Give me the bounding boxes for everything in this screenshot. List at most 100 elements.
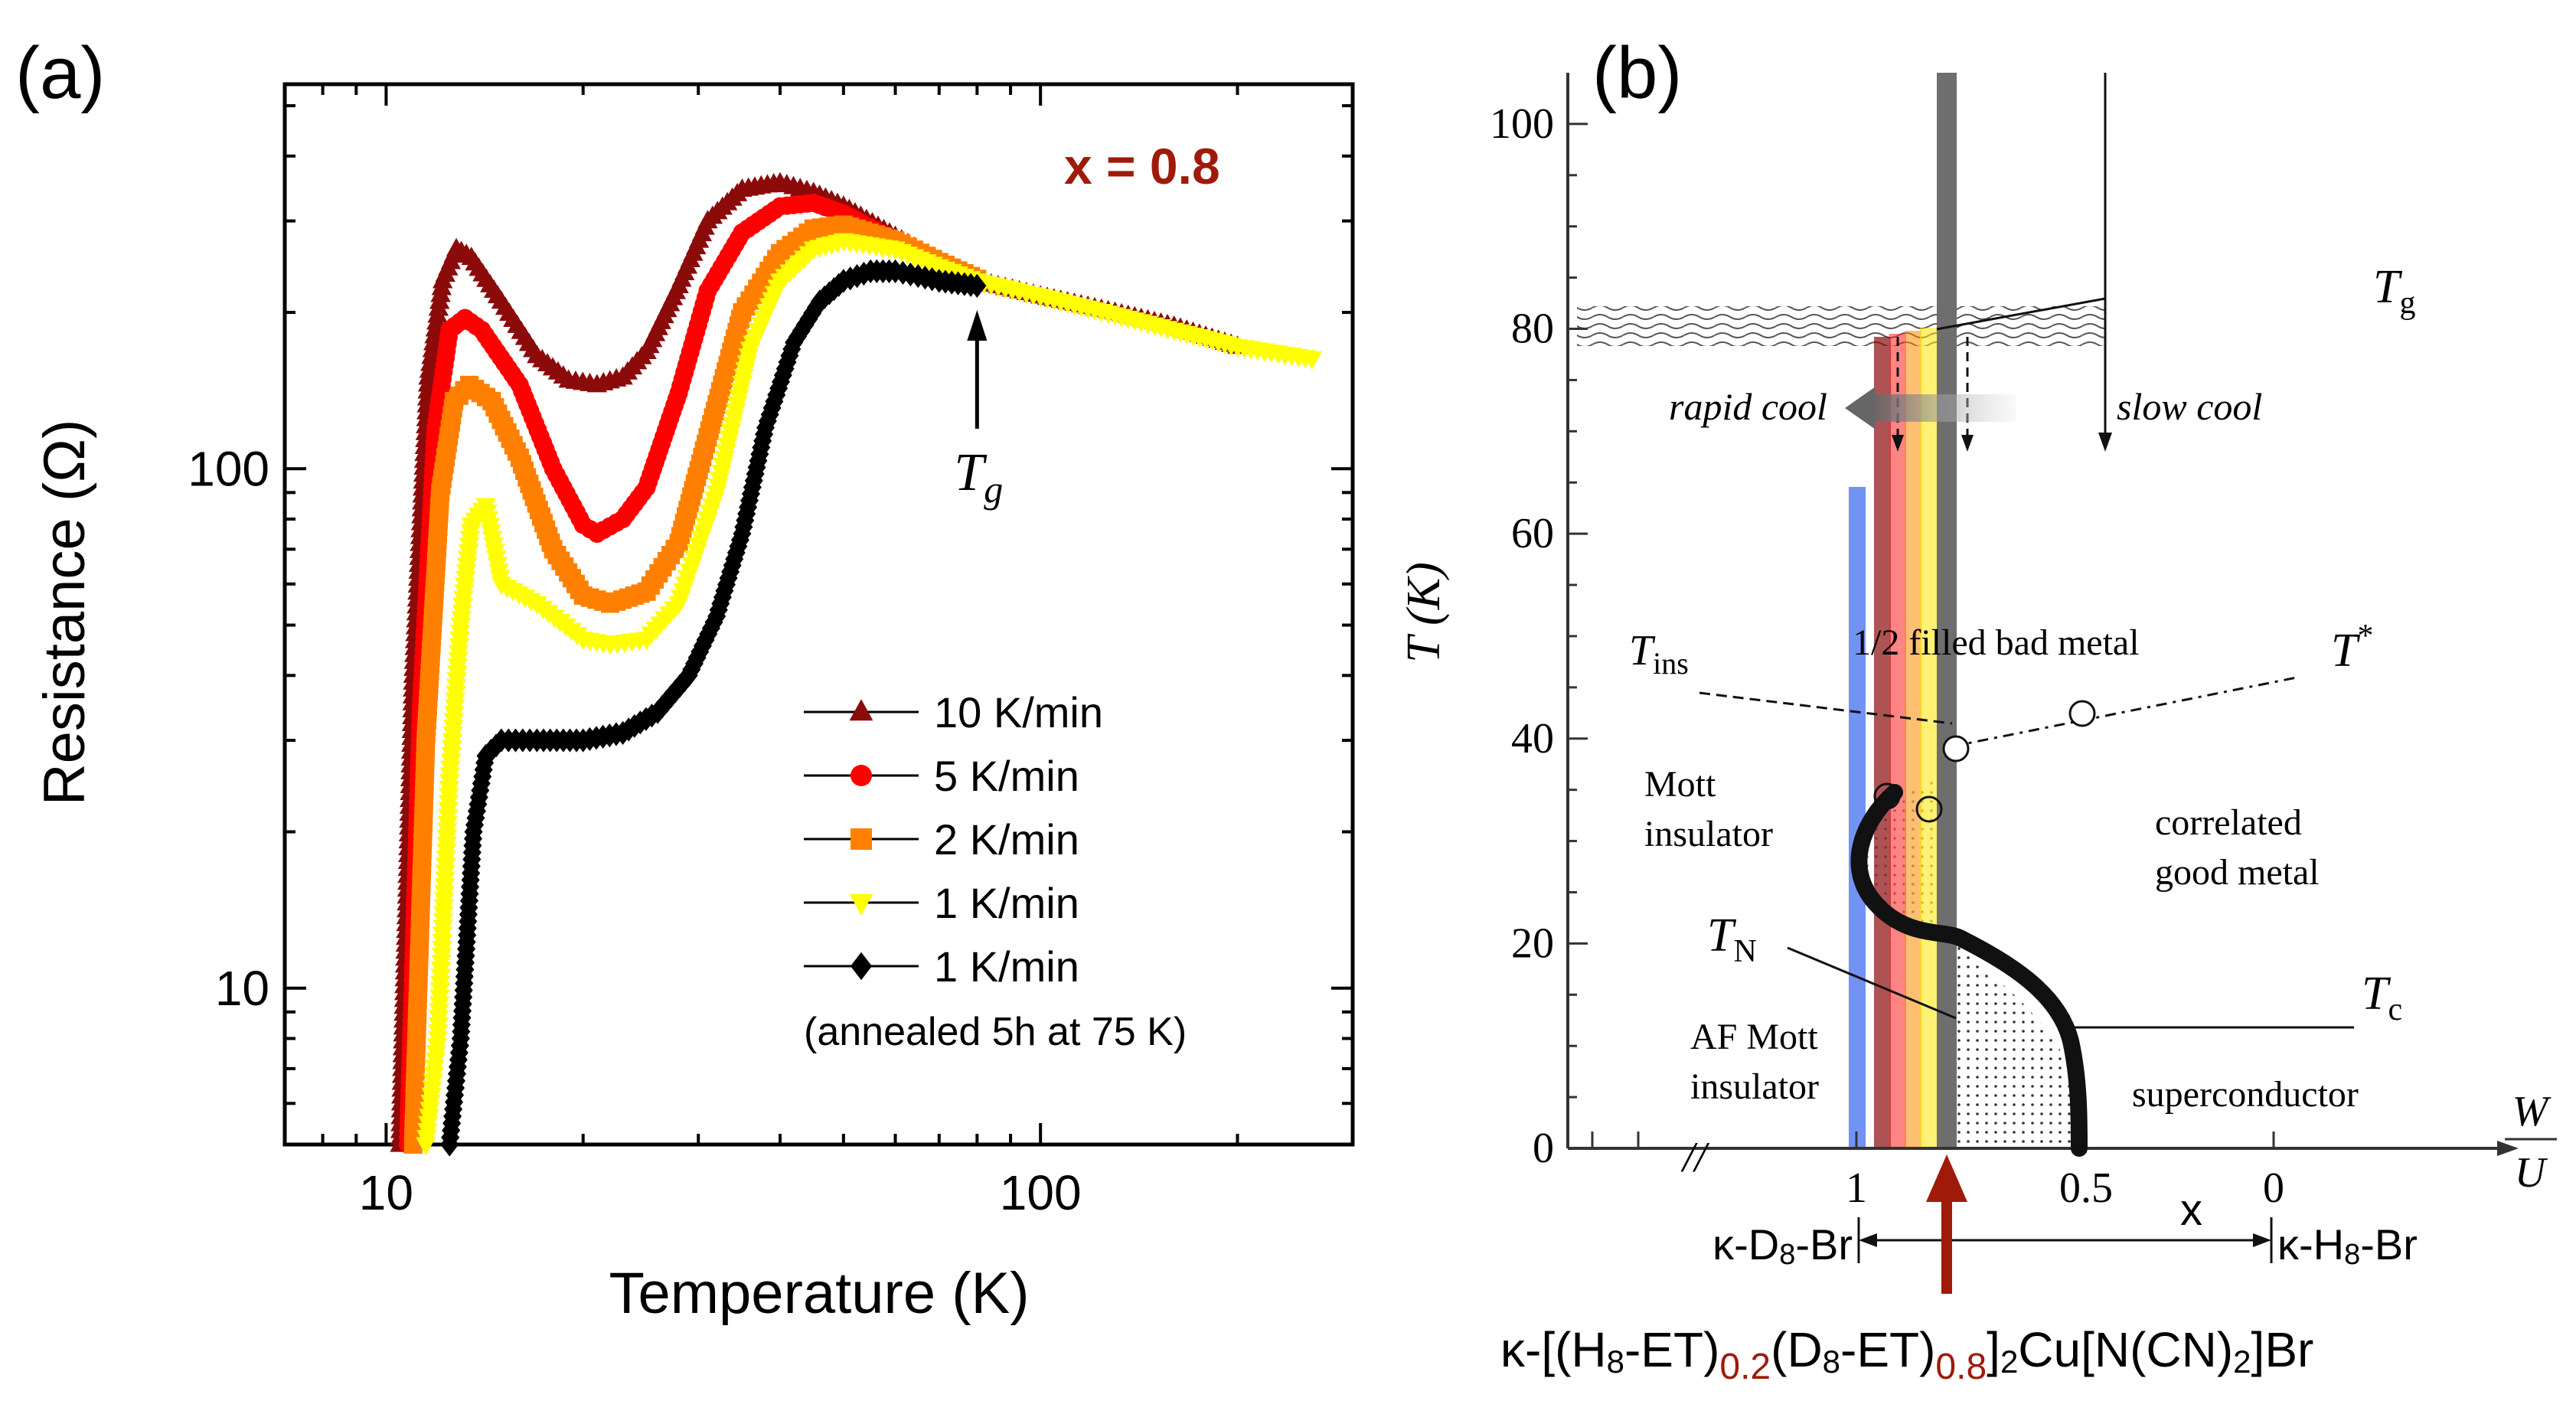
data-point [849,699,873,721]
tc-main: T [2362,968,2392,1020]
composition-arrow-left [1859,1233,1877,1247]
legend-label: 1 K/min [934,879,1079,927]
right-end-label: κ-H8-Br [2277,1220,2418,1271]
rapid-cool-arrow-body [1874,394,2016,422]
x-tick-label-05: 0.5 [2059,1164,2113,1212]
series-line [399,181,1238,1145]
formula-p2: -ET) [1624,1322,1719,1377]
w-over-u-bottom: U [2515,1149,2548,1197]
tstar-main: T [2331,625,2361,677]
left-end-label: κ-D8-Br [1712,1220,1853,1271]
y-tick-label-b: 60 [1511,510,1554,557]
tins-main: T [1629,627,1656,674]
annotation-x-value: x = 0.8 [1064,138,1220,194]
x-tick-label-0: 0 [2263,1164,2284,1212]
tg-arrow-head [967,310,988,341]
tn-sub: N [1733,934,1756,969]
legend-label: 1 K/min [934,942,1079,991]
tg-label: Tg [954,443,1003,511]
series-4 [440,259,987,1157]
y-tick-label-b: 0 [1533,1125,1554,1172]
band-orange [1905,331,1921,1148]
band-dark-red [1874,337,1891,1148]
formula-p4: -ET) [1840,1322,1935,1377]
legend-label: 2 K/min [934,815,1079,864]
x-tick-label-a: 100 [1000,1165,1082,1220]
formula-sub1: 0.2 [1719,1347,1771,1387]
tg-b-sub: g [2399,286,2415,321]
tstar-line [1951,676,2297,748]
y-axis-label-b-text: T (K) [1398,562,1450,663]
y-tick-label-b: 100 [1490,100,1554,148]
legend-a: 10 K/min 5 K/min 2 K/min 1 K/min 1 K/min [804,688,1103,991]
tc-label: Tc [2362,968,2402,1027]
tg-label-sub: g [984,468,1003,511]
tstar-point-1 [1942,735,1970,763]
band-yellow [1920,328,1937,1148]
panel-b-label: (b) [1592,32,1682,114]
formula-p3s: 8 [1823,1344,1840,1380]
mott-boundary-curve [1850,784,2088,1157]
sc-label: superconductor [2132,1074,2359,1115]
w-over-u-top: W [2512,1088,2552,1135]
x-axis-label-a: Temperature (K) [609,1261,1029,1326]
data-point [968,273,987,298]
formula-p6: Cu[N(CN) [2018,1322,2233,1377]
grey-band [1937,73,1957,1148]
rapid-cool-label: rapid cool [1669,385,1827,428]
legend-note: (annealed 5h at 75 K) [804,1010,1187,1054]
tg-band [1577,306,2105,346]
series-3 [416,233,1323,1156]
y-tick-label-b: 40 [1511,715,1554,763]
slow-cool-label: slow cool [2117,385,2262,428]
composition-arrow-right [2253,1233,2271,1247]
formula-sub2: 0.8 [1935,1347,1987,1387]
blue-band [1849,487,1866,1148]
superconductor-region [1956,928,2079,1148]
tg-b-main: T [2373,261,2403,313]
y-tick-label-a: 100 [188,441,269,496]
good-metal-label-1: correlated [2155,802,2302,843]
legend-label: 5 K/min [934,752,1079,800]
formula-p6s: 2 [2233,1344,2251,1380]
tg-label-main: T [954,443,988,502]
tins-line [1699,691,1953,725]
formula-p1s: 8 [1607,1344,1624,1380]
mott-point-2 [1915,795,1943,823]
data-point [1301,351,1323,370]
y-tick-label-b: 80 [1511,305,1554,353]
sample-arrow-head [1926,1154,1967,1202]
y-tick-label-a: 10 [215,961,269,1016]
y-tick-label-b: 20 [1511,919,1554,967]
data-point [851,828,872,850]
series-2 [403,215,987,1154]
plot-a-ticks: 10 100 10 100 [188,84,1354,1220]
mott-label-2: insulator [1644,814,1773,854]
x-axis-label-b: x [2180,1185,2202,1235]
good-metal-label-2: good metal [2155,852,2320,893]
plot-b-yticks: 0 20 40 60 80 100 [1490,100,1588,1172]
plot-a-series [390,171,1323,1157]
tins-sub: ins [1653,646,1689,681]
formula-p7: ]Br [2251,1322,2314,1377]
formula-p5: ] [1987,1322,2000,1377]
cool-arrow-head-1 [1892,435,1904,452]
cool-arrow-head-2 [1961,435,1974,452]
tg-label-b: Tg [2373,261,2415,321]
x-axis-arrow [2497,1141,2519,1156]
legend-label: 10 K/min [934,688,1103,736]
formula-p3: (D [1771,1322,1823,1377]
x-tick-label-1: 1 [1846,1164,1867,1212]
panel-a: (a) 10 100 10 100 Resistance (Ω) Temperatur… [15,32,1355,1326]
tg-pointer [1936,297,2106,331]
tstar-label: T* [2331,619,2373,677]
data-point [849,893,873,916]
axis-break: // [1680,1134,1710,1181]
tc-sub: c [2388,992,2402,1027]
af-label-2: insulator [1690,1066,1819,1107]
af-label-1: AF Mott [1690,1017,1818,1057]
tn-line [1787,946,1957,1020]
band-red [1889,334,1906,1148]
